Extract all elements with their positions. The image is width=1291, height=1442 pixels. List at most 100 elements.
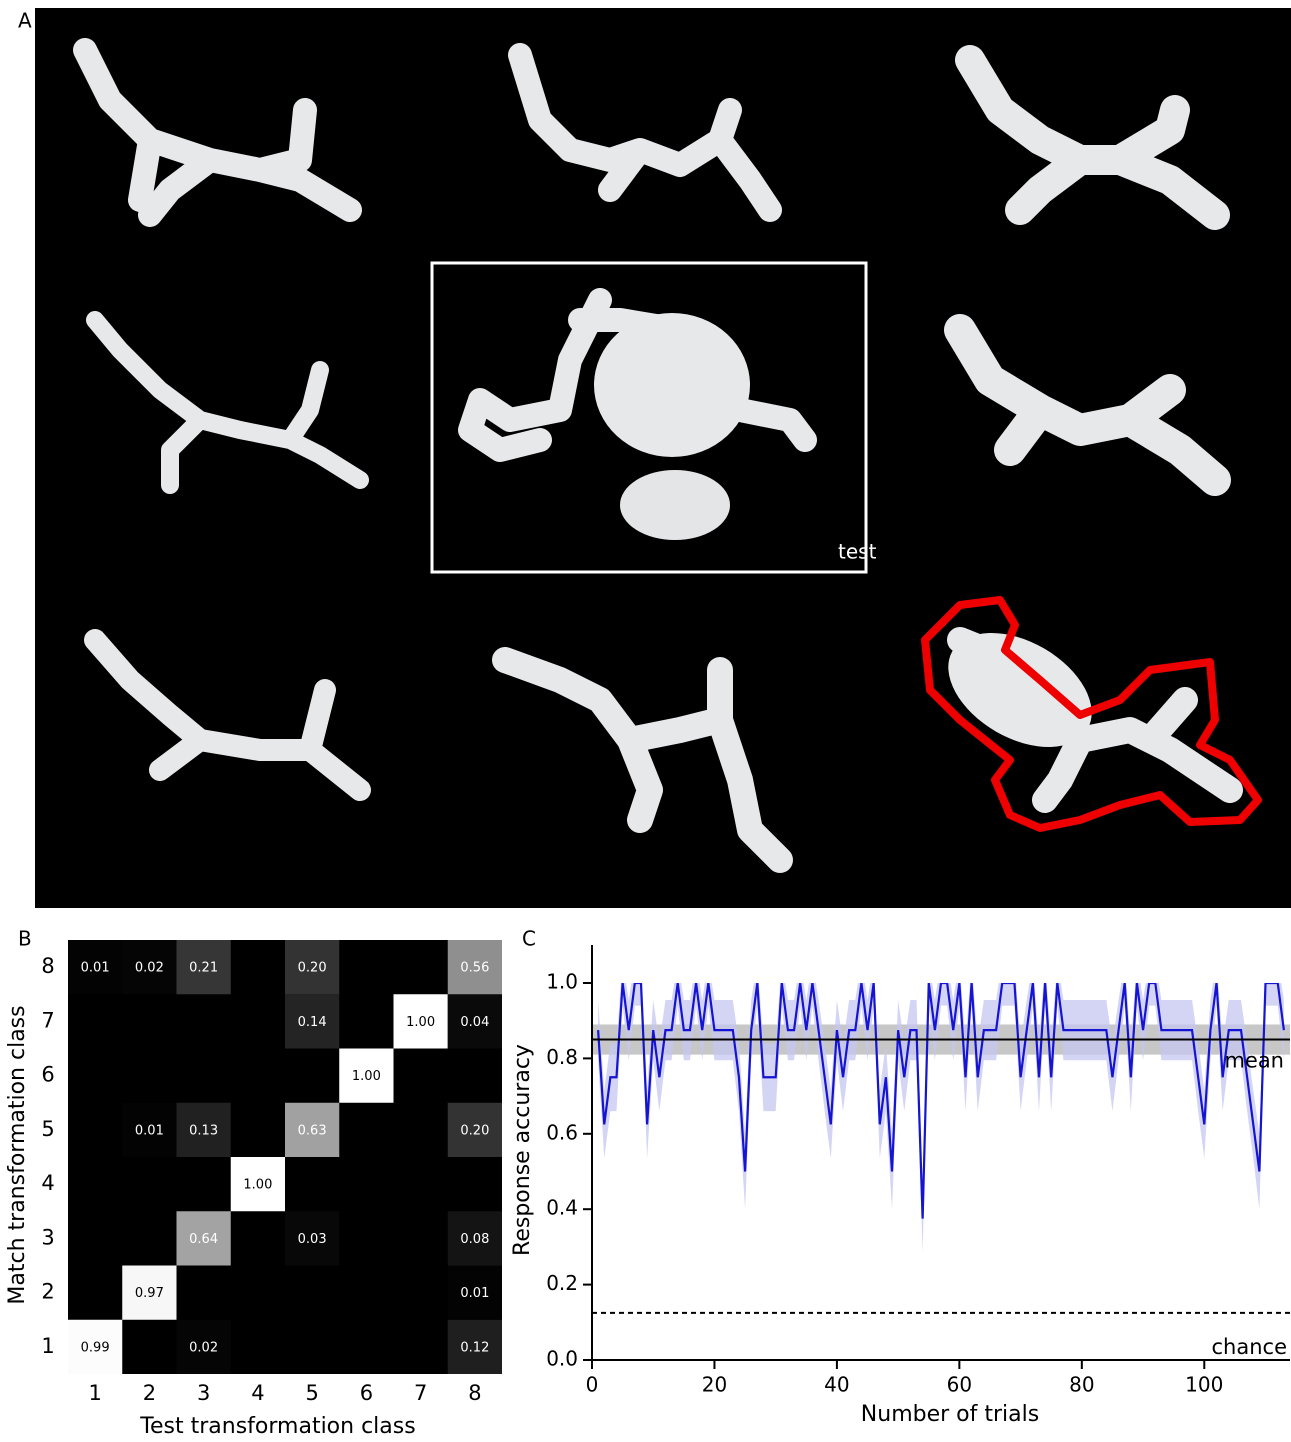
y-tick-label: 6: [41, 1063, 54, 1087]
x-tick-label: 6: [360, 1381, 373, 1405]
shape: [944, 314, 1231, 496]
x-tick-label: 20: [702, 1373, 727, 1397]
shape: [594, 313, 750, 457]
shape: [620, 470, 730, 540]
test-label: test: [838, 540, 877, 564]
shape: [947, 627, 1243, 813]
panel-a-background: [35, 8, 1291, 908]
heatmap-cell: [176, 1102, 231, 1157]
shape: [508, 43, 782, 222]
x-tick-label: 1: [88, 1381, 101, 1405]
x-tick-label: 100: [1185, 1373, 1223, 1397]
cell-label: 1.00: [243, 1178, 272, 1193]
shape: [458, 288, 817, 462]
heatmap-cell: [122, 1265, 177, 1320]
test-frame: [430, 261, 868, 574]
heatmap-cell: [447, 1319, 502, 1374]
panel-label: B: [18, 927, 32, 951]
heatmap-cell: [230, 1157, 285, 1212]
panel-a: A test: [18, 8, 1291, 908]
x-tick-label: 60: [947, 1373, 972, 1397]
x-tick-label: 4: [251, 1381, 264, 1405]
x-axis-title: Test transformation class: [139, 1414, 415, 1439]
heatmap-cell: [447, 1211, 502, 1266]
heatmap-cell: [122, 1102, 177, 1157]
heatmap-cell: [447, 1102, 502, 1157]
shape: [955, 45, 1230, 230]
y-tick-label: 1: [41, 1334, 54, 1358]
heatmap-cell: [447, 994, 502, 1049]
cell-label: 0.56: [460, 961, 489, 976]
heatmap-cell: [393, 994, 448, 1049]
error-band: [598, 983, 1284, 1253]
cell-label: 0.99: [81, 1340, 110, 1355]
cell-label: 0.01: [460, 1286, 489, 1301]
heatmap-cell: [176, 1319, 231, 1374]
chance-label: chance: [1212, 1335, 1288, 1359]
x-tick-label: 2: [143, 1381, 156, 1405]
y-tick-label: 5: [41, 1117, 54, 1141]
heatmap-cell: [447, 1265, 502, 1320]
plot-area: [592, 983, 1290, 1253]
x-tick-label: 5: [305, 1381, 318, 1405]
cell-label: 0.12: [460, 1340, 489, 1355]
cell-label: 0.02: [135, 961, 164, 976]
y-tick-label: 7: [41, 1008, 54, 1032]
heatmap-cell: [176, 940, 231, 995]
shapes: test: [73, 38, 1262, 873]
cell-label: 0.14: [298, 1015, 327, 1030]
x-tick-label: 3: [197, 1381, 210, 1405]
heatmap-cell: [68, 1319, 123, 1374]
cell-label: 1.00: [406, 1015, 435, 1030]
y-tick-label: 2: [41, 1280, 54, 1304]
heatmap-cell: [68, 940, 123, 995]
y-tick-label: 0.0: [546, 1347, 578, 1371]
heatmap-cell: [122, 940, 177, 995]
y-tick-label: 0.4: [546, 1196, 578, 1220]
x-tick-label: 80: [1069, 1373, 1094, 1397]
x-tick-label: 0: [586, 1373, 599, 1397]
shape: [492, 647, 793, 873]
cell-label: 0.01: [135, 1123, 164, 1138]
heatmap-cell: [285, 940, 340, 995]
accuracy-line: [597, 983, 1285, 1219]
x-tick-label: 7: [414, 1381, 427, 1405]
panel-label: C: [522, 927, 536, 951]
cell-label: 0.64: [189, 1232, 218, 1247]
heatmap-cell: [339, 1048, 394, 1103]
y-axis-title: Match transformation class: [5, 1005, 30, 1304]
x-tick-label: 40: [824, 1373, 849, 1397]
panel-b: B 0.99 0.02 0.12 0.97 0.01 0.64 0.03 0.08 1.00 0.0…: [5, 927, 502, 1439]
shape: [73, 38, 362, 227]
shape: [86, 311, 369, 494]
cell-label: 0.63: [298, 1123, 327, 1138]
cell-label: 0.03: [298, 1232, 327, 1247]
cell-label: 0.20: [460, 1123, 489, 1138]
y-tick-label: 0.8: [546, 1045, 578, 1069]
mean-label: mean: [1224, 1049, 1284, 1073]
selection-outline: [921, 596, 1262, 832]
cell-label: 0.97: [135, 1286, 164, 1301]
y-tick-label: 3: [41, 1225, 54, 1249]
heatmap-cell: [285, 1102, 340, 1157]
y-tick-label: 1.0: [546, 970, 578, 994]
y-axis-title: Response accuracy: [510, 1044, 535, 1256]
heatmap-cell: [285, 994, 340, 1049]
panel-label: A: [18, 9, 32, 33]
y-tick-label: 4: [41, 1171, 54, 1195]
heatmap-cell: [447, 940, 502, 995]
cell-label: 0.20: [298, 961, 327, 976]
heatmap-cell: [285, 1211, 340, 1266]
cell-label: 1.00: [352, 1069, 381, 1084]
shape: [84, 629, 371, 801]
y-tick-label: 8: [41, 954, 54, 978]
cell-label: 0.04: [460, 1015, 489, 1030]
cell-label: 0.08: [460, 1232, 489, 1247]
cell-label: 0.21: [189, 961, 218, 976]
y-tick-label: 0.6: [546, 1120, 578, 1144]
y-tick-label: 0.2: [546, 1271, 578, 1295]
cell-label: 0.01: [81, 961, 110, 976]
heatmap-cell: [176, 1211, 231, 1266]
